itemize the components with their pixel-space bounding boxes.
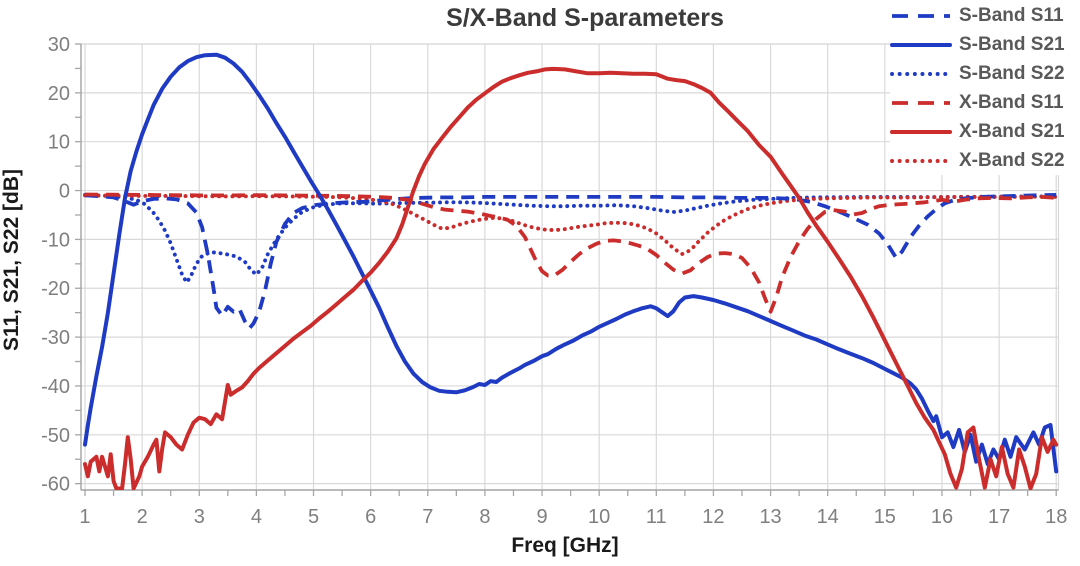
series-s-band-s22 <box>83 192 1059 285</box>
dotted-line-sample-icon <box>890 71 952 76</box>
dashed-line-sample-icon <box>892 100 950 105</box>
y-tick-label: 30 <box>48 34 70 56</box>
legend-label: S-Band S22 <box>959 62 1065 84</box>
y-tick-label: -40 <box>41 376 70 398</box>
x-tick-label: 8 <box>479 506 490 528</box>
series-s-band-s11 <box>84 193 1057 331</box>
y-tick-label: -60 <box>41 474 70 496</box>
x-tick-label: 3 <box>194 506 205 528</box>
solid-line-sample-icon <box>890 42 952 47</box>
gridlines <box>80 43 1060 491</box>
y-tick-label: -10 <box>41 229 70 251</box>
axes <box>75 43 1059 496</box>
series-x-band-s22 <box>83 193 1059 257</box>
x-tick-label: 14 <box>817 506 839 528</box>
legend-item-s-band-s11: S-Band S11 <box>890 1 1080 30</box>
dotted-line-sample-icon <box>890 158 952 163</box>
x-tick-label: 2 <box>137 506 148 528</box>
legend-item-x-band-s11: X-Band S11 <box>890 88 1080 117</box>
y-tick-label: 20 <box>48 83 70 105</box>
x-axis-title: Freq [GHz] <box>511 534 619 557</box>
legend-label: X-Band S22 <box>959 149 1065 171</box>
x-tick-label: 5 <box>308 506 319 528</box>
x-tick-label: 11 <box>646 506 667 528</box>
chart-legend: S-Band S11 S-Band S21 S-Band S22 X-Band S11… <box>890 0 1080 175</box>
dashed-line-sample-icon <box>892 13 950 18</box>
x-tick-label: 13 <box>759 506 781 528</box>
x-tick-label: 9 <box>536 506 547 528</box>
legend-label: X-Band S11 <box>959 91 1064 113</box>
series-s-band-s21 <box>83 52 1059 474</box>
legend-label: X-Band S21 <box>959 120 1065 142</box>
y-tick-label: -50 <box>41 425 70 447</box>
legend-item-x-band-s21: X-Band S21 <box>890 117 1080 146</box>
y-tick-label: 0 <box>59 181 70 203</box>
legend-item-x-band-s22: X-Band S22 <box>890 146 1080 175</box>
x-tick-label: 15 <box>874 506 896 528</box>
x-tick-label: 18 <box>1045 506 1067 528</box>
series-x-band-s11 <box>84 192 1057 314</box>
solid-line-sample-icon <box>890 129 952 134</box>
x-tick-label: 17 <box>988 506 1010 528</box>
y-tick-label: -30 <box>41 327 70 349</box>
y-tick-label: 10 <box>48 132 70 154</box>
legend-item-s-band-s22: S-Band S22 <box>890 59 1080 88</box>
legend-label: S-Band S21 <box>959 33 1065 55</box>
y-tick-label: -20 <box>41 278 70 300</box>
x-tick-label: 12 <box>702 506 724 528</box>
x-tick-label: 10 <box>588 506 610 528</box>
x-tick-label: 7 <box>422 506 433 528</box>
legend-item-s-band-s21: S-Band S21 <box>890 30 1080 59</box>
x-tick-label: 6 <box>365 506 376 528</box>
x-tick-label: 16 <box>931 506 953 528</box>
series-x-band-s21 <box>83 66 1059 490</box>
legend-label: S-Band S11 <box>959 4 1064 26</box>
tick-labels: 1 2 3 4 5 6 7 8 9 10 11 12 13 14 15 16 17 183020100-10-20… <box>41 34 1067 528</box>
x-tick-label: 4 <box>251 506 262 528</box>
x-tick-label: 1 <box>79 506 90 528</box>
chart-title: S/X-Band S-parameters <box>446 4 724 32</box>
y-axis-title: S11, S21, S22 [dB] <box>0 168 23 352</box>
